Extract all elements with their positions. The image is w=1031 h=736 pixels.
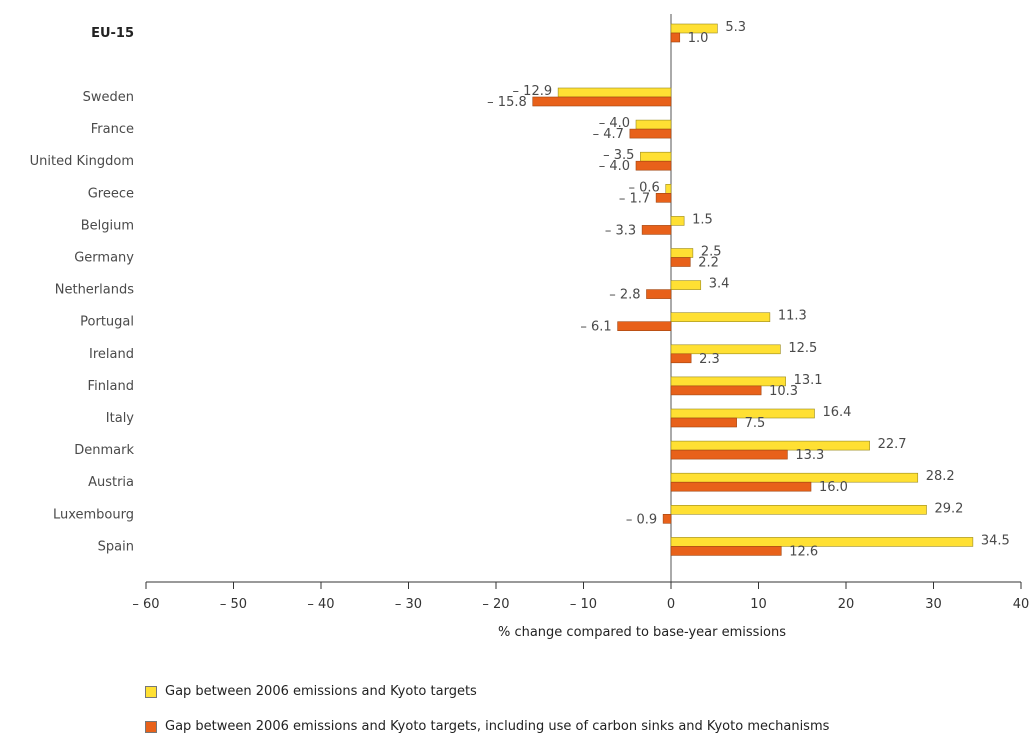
category-label: Netherlands [55, 283, 134, 298]
category-label: Austria [88, 475, 134, 490]
category-label: Finland [88, 379, 134, 394]
bar-series-2 [670, 353, 692, 364]
data-label-series-2: 10.3 [769, 384, 798, 399]
data-label-series-2: – 15.8 [487, 95, 527, 110]
x-tick-label: – 20 [482, 597, 509, 612]
bar-series-2 [662, 513, 672, 524]
bar-series-1 [557, 87, 672, 98]
data-label-series-2: – 4.0 [599, 159, 630, 174]
data-label-series-2: 16.0 [819, 480, 848, 495]
data-label-series-1: 28.2 [926, 469, 955, 484]
data-label-series-2: 12.6 [789, 544, 818, 559]
data-label-series-1: – 3.5 [603, 148, 634, 163]
bar-series-2 [670, 385, 762, 396]
data-label-series-2: – 6.1 [580, 320, 611, 335]
legend-item-series-2: Gap between 2006 emissions and Kyoto tar… [145, 719, 829, 734]
x-tick-label: – 50 [220, 597, 247, 612]
data-label-series-2: – 0.9 [626, 512, 657, 527]
data-label-series-2: 1.0 [688, 31, 709, 46]
x-tick-label: 20 [838, 597, 855, 612]
bar-series-1 [670, 312, 771, 323]
category-label: United Kingdom [30, 154, 134, 169]
data-label-series-2: 7.5 [745, 416, 766, 431]
bar-series-2 [641, 225, 672, 235]
bar-series-1 [670, 248, 694, 258]
x-axis-title: % change compared to base-year emissions [498, 625, 786, 640]
bar-series-1 [670, 23, 718, 34]
x-tick-label: 40 [1013, 597, 1030, 612]
legend-label-series-1: Gap between 2006 emissions and Kyoto tar… [165, 684, 477, 699]
data-label-series-1: – 0.6 [628, 180, 659, 195]
data-label-series-1: 34.5 [981, 533, 1010, 548]
category-label: Germany [74, 251, 134, 266]
bar-series-2 [655, 193, 672, 203]
category-label: Denmark [74, 443, 134, 458]
bar-series-1 [670, 537, 974, 547]
data-label-series-2: – 3.3 [605, 223, 636, 238]
data-label-series-1: – 12.9 [513, 84, 553, 99]
bar-series-1 [670, 472, 919, 483]
bar-series-2 [670, 449, 788, 460]
data-label-series-1: 1.5 [692, 212, 713, 227]
bar-series-1 [665, 184, 672, 194]
x-tick-label: – 60 [132, 597, 159, 612]
category-label: France [91, 122, 134, 137]
legend-item-series-1: Gap between 2006 emissions and Kyoto tar… [145, 684, 477, 699]
bar-series-1 [670, 280, 702, 290]
bar-series-2 [670, 257, 691, 267]
data-label-series-1: 13.1 [794, 373, 823, 388]
category-label: Spain [98, 539, 134, 554]
data-label-series-2: 13.3 [795, 448, 824, 463]
data-label-series-2: 2.2 [698, 256, 719, 271]
category-label: Ireland [89, 347, 134, 362]
data-label-series-1: 3.4 [709, 277, 730, 292]
bar-series-1 [670, 408, 815, 419]
data-label-series-2: – 1.7 [619, 191, 650, 206]
legend-swatch-series-1 [145, 685, 157, 698]
data-label-series-2: 2.3 [699, 352, 720, 367]
legend-label-series-2: Gap between 2006 emissions and Kyoto tar… [165, 719, 830, 734]
bar-series-2 [646, 289, 672, 299]
bar-series-2 [635, 160, 672, 171]
data-label-series-1: 22.7 [878, 437, 907, 452]
category-label: Sweden [83, 90, 134, 105]
bar-series-1 [640, 151, 672, 162]
data-label-series-1: 12.5 [788, 341, 817, 356]
data-label-series-2: – 2.8 [609, 288, 640, 303]
bar-series-2 [617, 321, 672, 332]
category-label: Portugal [80, 315, 134, 330]
data-label-series-1: 29.2 [935, 501, 964, 516]
category-label: Italy [106, 411, 135, 426]
category-label: EU-15 [91, 26, 134, 41]
x-tick-label: – 40 [307, 597, 334, 612]
bar-series-2 [670, 417, 737, 428]
category-label: Belgium [81, 218, 134, 233]
bar-series-1 [670, 440, 870, 451]
bar-series-2 [670, 481, 812, 492]
bar-series-1 [670, 344, 781, 355]
bar-series-1 [670, 216, 685, 226]
bar-series-2 [532, 96, 672, 107]
bar-series-1 [635, 119, 672, 130]
bar-chart: EU-15 5.3 1.0 Sweden – 12.9– 15.8 France – 4.0… [30, 14, 1030, 640]
legend-swatch-series-2 [145, 720, 157, 733]
data-label-series-1: 16.4 [823, 405, 852, 420]
bar-series-2 [629, 128, 672, 139]
data-label-series-2: – 4.7 [593, 127, 624, 142]
bar-series-2 [670, 546, 782, 556]
x-tick-label: 30 [925, 597, 942, 612]
data-label-series-1: – 4.0 [599, 116, 630, 131]
x-tick-label: – 30 [395, 597, 422, 612]
bar-series-2 [670, 32, 681, 43]
x-tick-label: 10 [750, 597, 767, 612]
x-tick-label: – 10 [570, 597, 597, 612]
category-label: Luxembourg [53, 507, 134, 522]
data-label-series-1: 5.3 [725, 20, 746, 35]
bar-series-1 [670, 504, 927, 515]
data-label-series-1: 11.3 [778, 309, 807, 324]
data-label-series-1: 2.5 [701, 245, 722, 260]
category-label: Greece [88, 186, 134, 201]
x-tick-label: 0 [667, 597, 675, 612]
